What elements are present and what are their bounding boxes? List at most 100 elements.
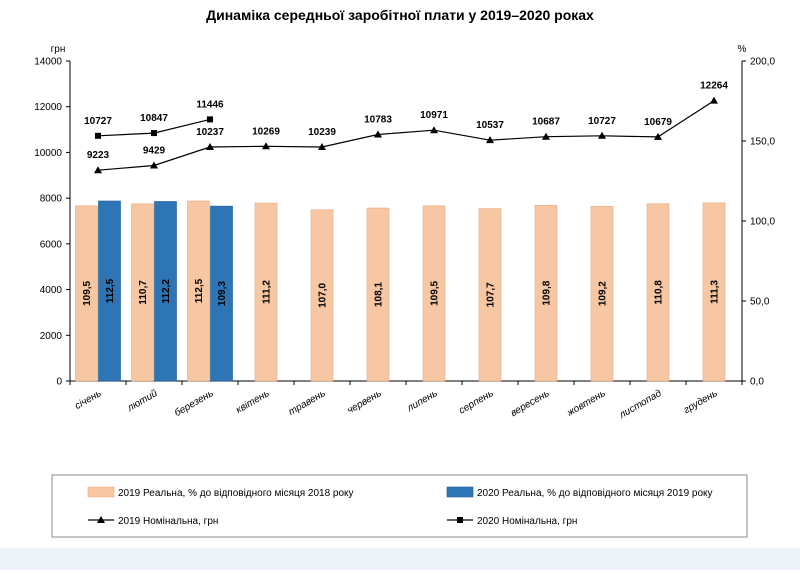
footer-band bbox=[0, 548, 800, 570]
left-tick-label: 2000 bbox=[40, 331, 63, 342]
point-value-label: 10727 bbox=[588, 116, 616, 127]
legend-swatch-2019-real bbox=[87, 486, 115, 498]
bar-value-label: 109,3 bbox=[217, 281, 228, 306]
x-tick-label: липень bbox=[405, 388, 440, 415]
bar bbox=[154, 201, 177, 382]
point-triangle-marker bbox=[710, 96, 718, 104]
bar bbox=[98, 200, 121, 382]
point-square-marker bbox=[95, 132, 101, 139]
point-value-label: 10237 bbox=[196, 127, 224, 138]
x-tick-labels: січень лютий березень квітень травень червень… bbox=[73, 387, 719, 421]
bar-value-label: 107,7 bbox=[486, 282, 497, 307]
point-triangle-marker bbox=[94, 166, 102, 174]
point-square-marker bbox=[151, 130, 157, 137]
left-tick-label: 0 bbox=[56, 377, 62, 388]
bar bbox=[646, 203, 670, 382]
bar-value-label: 112,2 bbox=[161, 279, 172, 304]
point-triangle-marker bbox=[598, 131, 606, 139]
left-tick-label: 10000 bbox=[34, 148, 62, 159]
lines-group: 9223 9429 10237 10269 10239 10783 10971 10537 10… bbox=[84, 81, 728, 174]
point-triangle-marker bbox=[150, 161, 158, 169]
bar bbox=[131, 203, 154, 382]
point-triangle-marker bbox=[430, 126, 438, 134]
point-triangle-marker bbox=[374, 130, 382, 138]
left-tick-label: 6000 bbox=[40, 239, 63, 250]
bars-group: 109,5 110,7 112,5 111,2 107,0 108,1 109,5 107,7… bbox=[75, 200, 726, 382]
point-value-label: 10727 bbox=[84, 116, 112, 127]
bar-value-label: 110,7 bbox=[138, 280, 149, 305]
point-value-label: 10687 bbox=[532, 117, 560, 128]
point-triangle-marker bbox=[542, 132, 550, 140]
bar bbox=[534, 205, 558, 382]
x-tick-label: жовтень bbox=[565, 388, 608, 419]
point-value-label: 10971 bbox=[420, 110, 448, 121]
chart-title: Динаміка середньої заробітної плати у 20… bbox=[206, 7, 594, 23]
x-tick-label: березень bbox=[172, 387, 215, 419]
bar-value-label: 109,2 bbox=[598, 281, 609, 306]
bar bbox=[422, 205, 446, 382]
point-triangle-marker bbox=[206, 143, 214, 151]
right-axis-unit: % bbox=[738, 44, 747, 55]
bar bbox=[75, 205, 98, 382]
right-tick-label: 50,0 bbox=[750, 297, 770, 308]
x-tick-label: травень bbox=[287, 388, 328, 418]
left-tick-label: 14000 bbox=[34, 57, 62, 68]
bar bbox=[310, 209, 334, 382]
x-tick-label: лютий bbox=[125, 388, 160, 415]
bar-value-label: 112,5 bbox=[194, 278, 205, 303]
point-value-label: 10679 bbox=[644, 117, 672, 128]
bar bbox=[254, 202, 278, 382]
legend-label-2020-real: 2020 Реальна, % до відповідного місяця 2… bbox=[477, 488, 713, 499]
bar bbox=[590, 205, 614, 382]
series-line bbox=[97, 100, 715, 171]
left-tick-label: 4000 bbox=[40, 285, 63, 296]
point-value-label: 10239 bbox=[308, 127, 336, 138]
bar-value-label: 110,8 bbox=[654, 280, 665, 305]
legend-label-2019-real: 2019 Реальна, % до відповідного місяця 2… bbox=[118, 488, 354, 499]
bar-value-label: 109,5 bbox=[82, 280, 93, 305]
point-value-label: 9223 bbox=[87, 150, 110, 161]
x-tick-label: червень bbox=[345, 388, 383, 416]
point-square-marker bbox=[207, 116, 213, 123]
legend-frame bbox=[51, 474, 748, 538]
x-tick-label: січень bbox=[73, 388, 103, 412]
bar bbox=[702, 202, 726, 382]
x-tick-label: серпень bbox=[457, 388, 495, 417]
left-tick-label: 8000 bbox=[40, 194, 63, 205]
bar-value-label: 108,1 bbox=[374, 282, 385, 307]
point-value-label: 9429 bbox=[143, 145, 166, 156]
left-axis-unit: грн bbox=[51, 44, 66, 55]
point-value-label: 10269 bbox=[252, 126, 280, 137]
legend: 2019 Реальна, % до відповідного місяця 2… bbox=[51, 474, 748, 538]
point-value-label: 12264 bbox=[700, 81, 728, 92]
x-tick-label: грудень bbox=[682, 388, 720, 416]
point-triangle-marker bbox=[262, 142, 270, 150]
legend-swatch-2020-real bbox=[446, 486, 474, 498]
legend-label-2019-nominal: 2019 Номінальна, грн bbox=[118, 516, 218, 527]
point-triangle-marker bbox=[486, 136, 494, 144]
x-tick-label: листопад bbox=[617, 388, 664, 422]
bar-value-label: 109,8 bbox=[542, 280, 553, 305]
legend-label-2020-nominal: 2020 Номінальна, грн bbox=[477, 516, 577, 527]
legend-marker-2019-nominal bbox=[97, 516, 105, 523]
point-value-label: 10847 bbox=[140, 113, 168, 124]
bar bbox=[478, 208, 502, 382]
x-tick-label: вересень bbox=[509, 388, 552, 419]
bar-value-label: 107,0 bbox=[318, 282, 329, 307]
bar-value-label: 112,5 bbox=[105, 278, 116, 303]
right-tick-label: 100,0 bbox=[750, 217, 775, 228]
point-value-label: 10783 bbox=[364, 115, 392, 126]
bar-value-label: 111,2 bbox=[262, 280, 273, 304]
bar bbox=[187, 200, 210, 382]
x-tick-label: квітень bbox=[234, 388, 271, 416]
bar bbox=[366, 207, 390, 382]
point-value-label: 11446 bbox=[196, 99, 224, 110]
axes-group: 0 2000 4000 6000 8000 10000 12000 14000 0,0 50,0 1… bbox=[34, 57, 775, 388]
right-tick-label: 0,0 bbox=[750, 377, 764, 388]
bar bbox=[210, 205, 233, 382]
legend-marker-2020-nominal bbox=[457, 517, 463, 523]
bar-value-label: 109,5 bbox=[430, 280, 441, 305]
point-triangle-marker bbox=[318, 142, 326, 150]
